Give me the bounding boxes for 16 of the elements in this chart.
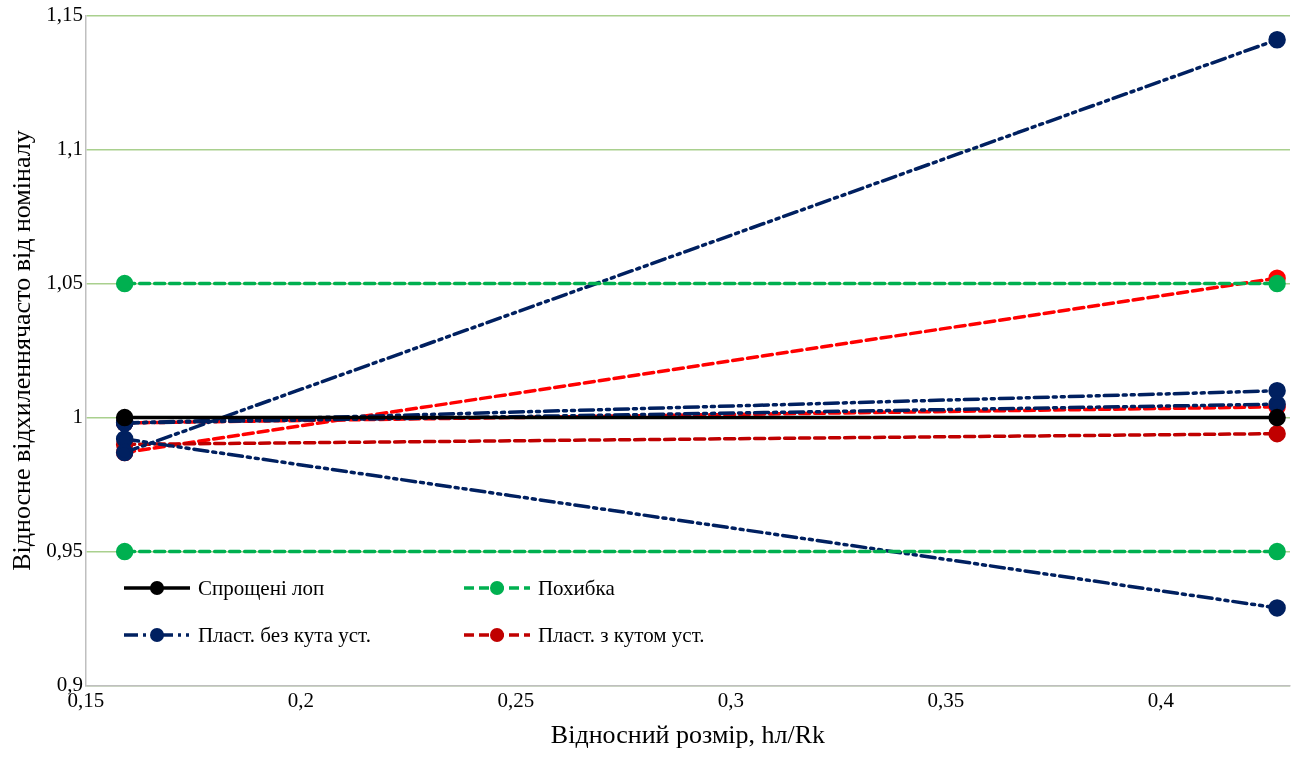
legend-label: Пласт. без кута уст. bbox=[197, 622, 371, 648]
x-tick-label: 0,35 bbox=[927, 687, 965, 712]
y-tick-label: 0,95 bbox=[46, 538, 83, 563]
y-tick-label: 1 bbox=[72, 404, 83, 429]
y-tick-label: 1,1 bbox=[56, 136, 83, 161]
y-tick-label: 1,05 bbox=[46, 270, 83, 295]
x-tick-label: 0,25 bbox=[497, 687, 535, 712]
x-axis-title: Відносний розмір, hл/Rk bbox=[550, 720, 826, 750]
legend-label: Пласт. з кутом уст. bbox=[537, 622, 705, 648]
x-tick-label: 0,2 bbox=[287, 687, 315, 712]
x-tick-label: 0,4 bbox=[1147, 687, 1175, 712]
legend-label: Спрощені лоп bbox=[197, 575, 325, 601]
legend-label: Похибка bbox=[537, 575, 615, 601]
y-axis-title: Відносне відхиленнячасто від номіналу bbox=[7, 130, 37, 571]
y-tick-label: 1,15 bbox=[46, 2, 83, 27]
x-tick-label: 0,3 bbox=[717, 687, 745, 712]
